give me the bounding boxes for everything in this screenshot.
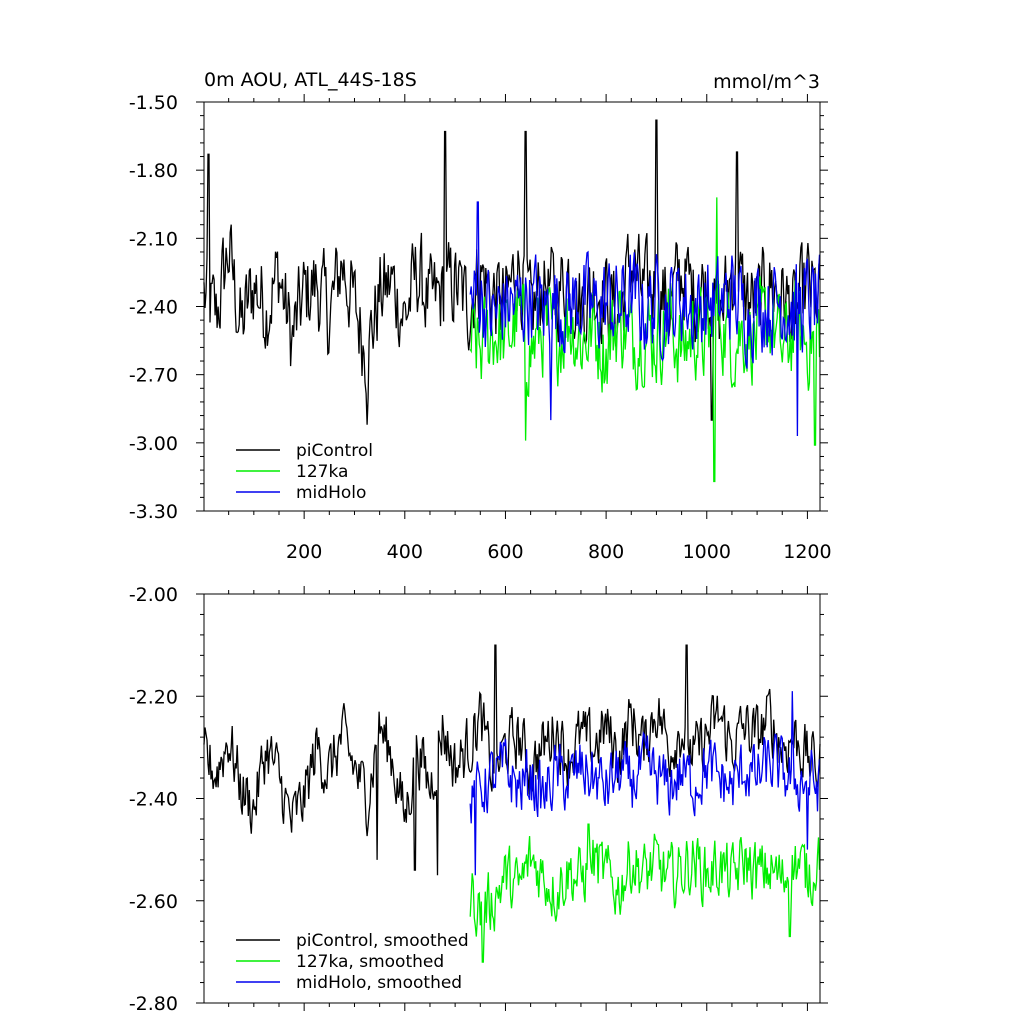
legend-label: midHolo [296,483,366,503]
top-panel-series [203,119,821,483]
legend-label: piControl [296,441,373,461]
series-line-2 [469,691,821,876]
y-tick-label: -3.30 [129,501,178,523]
y-tick-label: -2.80 [129,993,178,1015]
top-panel-frame [203,101,821,512]
x-tick-label: 1000 [683,541,731,563]
bottom-panel-series [203,644,821,963]
series-line-1 [469,823,821,963]
x-tick-label: 400 [387,541,423,563]
bottom-panel-frame [203,593,821,1004]
top-panel-title: 0m AOU, ATL_44S-18S [204,69,417,91]
y-tick-label: -2.60 [129,891,178,913]
top-panel: 0m AOU, ATL_44S-18S mmol/m^3 -1.50-1.80-… [129,69,832,563]
x-tick-label: 200 [286,541,322,563]
legend-label: piControl, smoothed [296,931,469,951]
series-line-0 [203,644,821,876]
y-tick-label: -1.80 [129,160,178,182]
x-tick-label: 800 [588,541,624,563]
y-tick-label: -2.10 [129,228,178,250]
bottom-panel: -2.00 -2.20 -2.40 -2.60 -2.80 piControl, smo… [129,584,828,1015]
legend-label: 127ka [296,462,348,482]
y-tick-label: -1.50 [129,92,178,114]
top-panel-units: mmol/m^3 [713,71,820,93]
y-tick-label: -3.00 [129,433,178,455]
series-line-1 [469,197,821,483]
x-tick-label: 1200 [783,541,831,563]
bottom-panel-ticks: -2.00 -2.20 -2.40 -2.60 -2.80 [129,584,828,1015]
y-tick-label: -2.40 [129,297,178,319]
x-tick-label: 600 [487,541,523,563]
series-line-0 [203,119,821,425]
y-tick-label: -2.70 [129,365,178,387]
top-panel-ticks: -1.50 -1.80 -2.10 -2.40 -2.70 -3.00 -3.30 200 40… [129,92,832,563]
y-tick-label: -2.40 [129,789,178,811]
y-tick-label: -2.20 [129,686,178,708]
y-tick-label: -2.00 [129,584,178,606]
series-line-2 [469,201,821,437]
legend-label: 127ka, smoothed [296,952,444,972]
legend-label: midHolo, smoothed [296,973,462,993]
